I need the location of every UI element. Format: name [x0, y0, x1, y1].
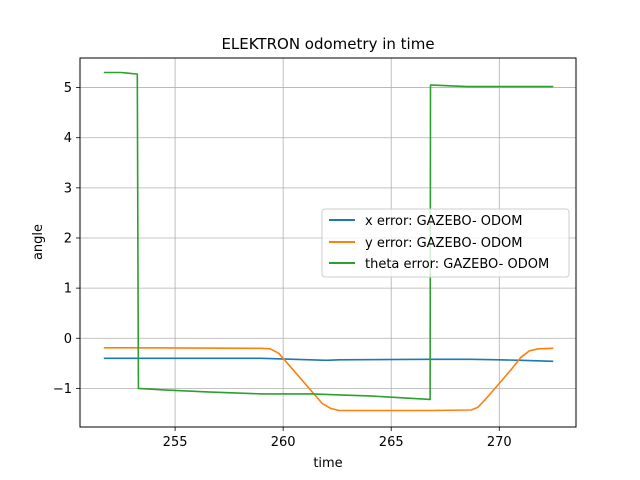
legend-label-theta-error: theta error: GAZEBO- ODOM [365, 257, 549, 272]
legend-label-x-error: x error: GAZEBO- ODOM [365, 214, 522, 229]
y-tick-label: 0 [64, 332, 72, 347]
x-tick-label: 265 [379, 435, 404, 450]
y-tick-label: −1 [53, 382, 72, 397]
y-tick-label: 4 [64, 131, 72, 146]
y-tick-label: 5 [64, 81, 72, 96]
x-tick-label: 260 [271, 435, 296, 450]
x-tick-label: 270 [487, 435, 512, 450]
x-error-line [103, 357, 554, 363]
x-axis-label: time [313, 456, 342, 471]
x-tick-label: 255 [163, 435, 188, 450]
legend-box [321, 208, 570, 278]
axis-ticks: 255 260 265 270 −1 0 1 2 3 4 5 [53, 81, 512, 450]
y-axis-label: angle [31, 224, 46, 260]
y-tick-label: 2 [64, 231, 72, 246]
series-lines [103, 71, 554, 412]
plot-area-frame [79, 57, 577, 428]
y-tick-label: 1 [64, 282, 72, 297]
y-error-line [103, 347, 554, 412]
legend: x error: GAZEBO- ODOM y error: GAZEBO- O… [321, 208, 570, 278]
legend-label-y-error: y error: GAZEBO- ODOM [365, 236, 522, 251]
theta-error-line [103, 71, 554, 401]
y-tick-label: 3 [64, 181, 72, 196]
chart-title: ELEKTRON odometry in time [221, 35, 434, 53]
